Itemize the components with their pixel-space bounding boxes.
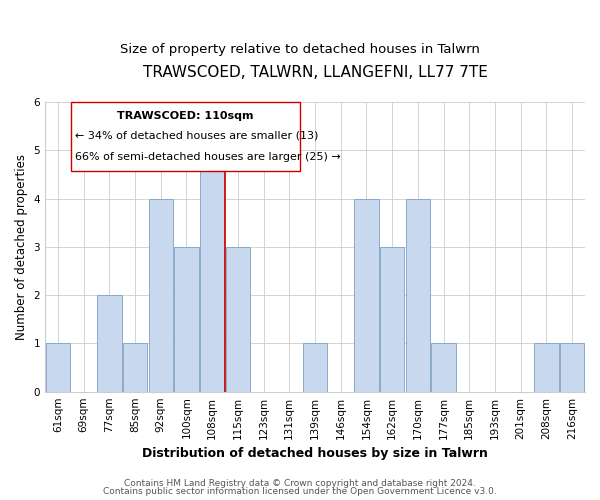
Text: Contains HM Land Registry data © Crown copyright and database right 2024.: Contains HM Land Registry data © Crown c… (124, 478, 476, 488)
Text: 66% of semi-detached houses are larger (25) →: 66% of semi-detached houses are larger (… (74, 152, 340, 162)
Bar (560, 344, 584, 392)
Text: Size of property relative to detached houses in Talwrn: Size of property relative to detached ho… (120, 42, 480, 56)
Text: TRAWSCOED: 110sqm: TRAWSCOED: 110sqm (117, 110, 253, 120)
Bar (226, 247, 250, 392)
Y-axis label: Number of detached properties: Number of detached properties (15, 154, 28, 340)
Bar (354, 198, 379, 392)
X-axis label: Distribution of detached houses by size in Talwrn: Distribution of detached houses by size … (142, 447, 488, 460)
Title: TRAWSCOED, TALWRN, LLANGEFNI, LL77 7TE: TRAWSCOED, TALWRN, LLANGEFNI, LL77 7TE (143, 65, 487, 80)
Bar (174, 247, 199, 392)
Bar (380, 247, 404, 392)
Bar (303, 344, 327, 392)
Bar (46, 344, 70, 392)
Bar (431, 344, 456, 392)
Text: ← 34% of detached houses are smaller (13): ← 34% of detached houses are smaller (13… (74, 131, 318, 141)
FancyBboxPatch shape (71, 102, 299, 170)
Text: Contains public sector information licensed under the Open Government Licence v3: Contains public sector information licen… (103, 487, 497, 496)
Bar (123, 344, 147, 392)
Bar (406, 198, 430, 392)
Bar (97, 295, 122, 392)
Bar (534, 344, 559, 392)
Bar (149, 198, 173, 392)
Bar (200, 150, 224, 392)
